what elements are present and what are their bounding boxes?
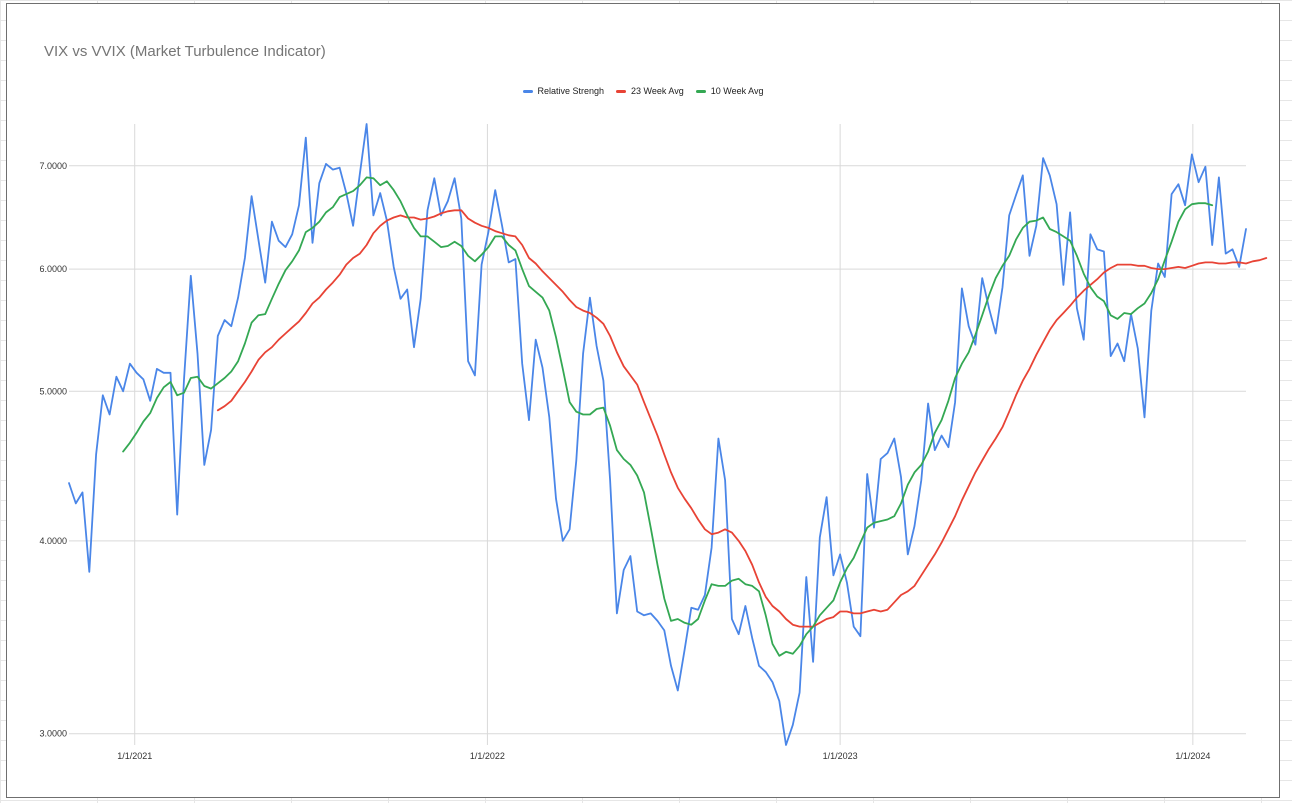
axis-labels: 3.0000 4.0000 5.0000 6.0000 7.0000 1/1/2021 1/… <box>39 161 1210 761</box>
y-tick-label: 5.0000 <box>39 386 67 396</box>
x-tick-label: 1/1/2022 <box>470 751 505 761</box>
legend: Relative Strengh 23 Week Avg 10 Week Avg <box>7 86 1279 96</box>
legend-swatch-relative-strength <box>522 89 533 93</box>
legend-label-relative-strength: Relative Strengh <box>537 86 605 96</box>
series-line-23-week-avg[interactable] <box>216 209 1268 628</box>
chart-title: VIX vs VVIX (Market Turbulence Indicator… <box>44 43 326 60</box>
chart-card[interactable]: VIX vs VVIX (Market Turbulence Indicator… <box>6 3 1280 798</box>
y-tick-label: 7.0000 <box>39 161 67 171</box>
gridlines <box>69 124 1246 745</box>
series-line-10-week-avg[interactable] <box>122 176 1214 657</box>
legend-label-10-week-avg: 10 Week Avg <box>710 86 764 96</box>
legend-item-23-week-avg[interactable]: 23 Week Avg <box>616 86 684 96</box>
line-chart-plot: 3.0000 4.0000 5.0000 6.0000 7.0000 1/1/2021 1/… <box>39 123 1268 761</box>
x-tick-label: 1/1/2023 <box>823 751 858 761</box>
y-tick-label: 3.0000 <box>39 729 67 739</box>
y-tick-label: 4.0000 <box>39 536 67 546</box>
series-lines <box>68 123 1268 746</box>
legend-label-23-week-avg: 23 Week Avg <box>631 86 684 96</box>
legend-item-relative-strength[interactable]: Relative Strengh <box>522 86 605 96</box>
x-tick-label: 1/1/2024 <box>1175 751 1210 761</box>
y-tick-label: 6.0000 <box>39 264 67 274</box>
legend-swatch-10-week-avg <box>695 89 706 93</box>
series-line-relative-strength[interactable] <box>68 123 1247 746</box>
legend-item-10-week-avg[interactable]: 10 Week Avg <box>695 86 764 96</box>
legend-swatch-23-week-avg <box>616 89 627 93</box>
x-tick-label: 1/1/2021 <box>117 751 152 761</box>
